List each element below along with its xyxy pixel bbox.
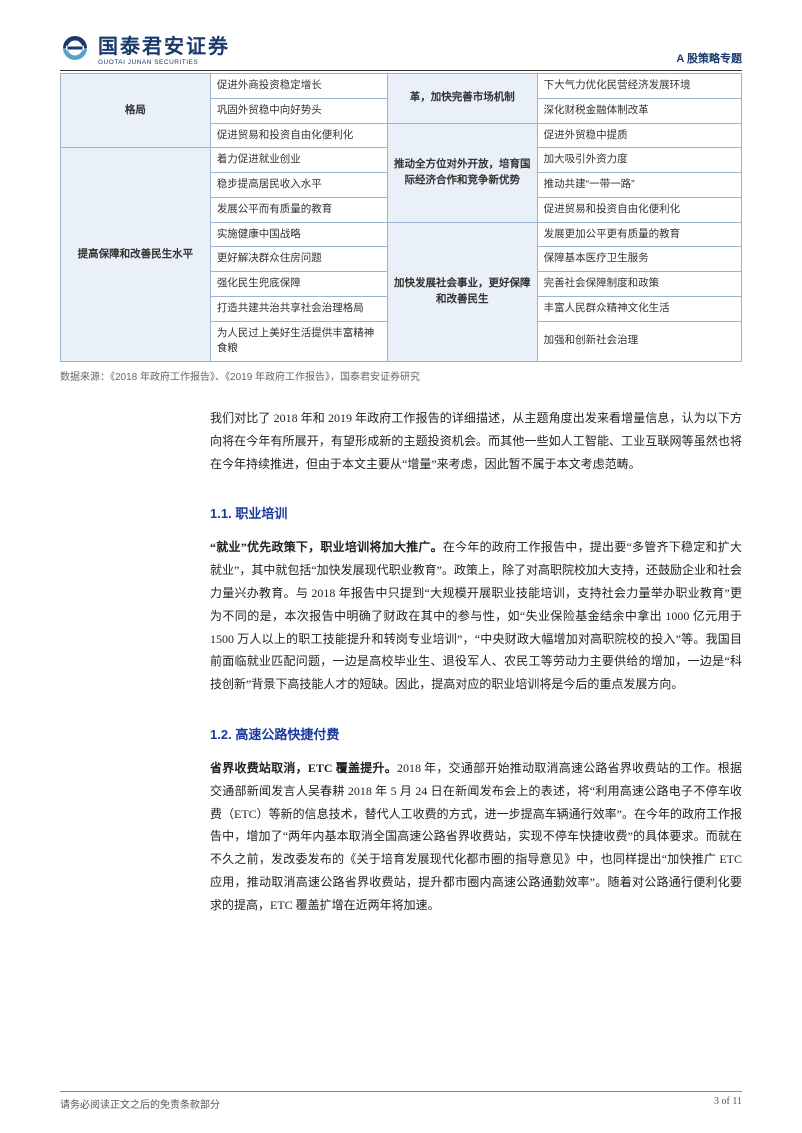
table-cell: 加强和创新社会治理: [537, 321, 741, 362]
table-cat-2019-1: 推动全方位对外开放，培育国际经济合作和竞争新优势: [387, 123, 537, 222]
page-header: 国泰君安证券 GUOTAI JUNAN SECURITIES A 股策略专题: [60, 30, 742, 71]
table-cell: 巩固外贸稳中向好势头: [210, 98, 387, 123]
table-cell: 发展公平而有质量的教育: [210, 197, 387, 222]
table-cat-2019-2: 加快发展社会事业，更好保障和改善民生: [387, 222, 537, 362]
header-topic: A 股策略专题: [676, 50, 742, 66]
footer-disclaimer: 请务必阅读正文之后的免责条款部分: [60, 1096, 220, 1111]
table-cell: 着力促进就业创业: [210, 148, 387, 173]
table-cell: 下大气力优化民营经济发展环境: [537, 74, 741, 99]
section-body-1-2: 省界收费站取消，ETC 覆盖提升。2018 年，交通部开始推动取消高速公路省界收…: [210, 757, 742, 917]
section-heading-1-1: 1.1. 职业培训: [210, 503, 742, 522]
section-text: 2018 年，交通部开始推动取消高速公路省界收费站的工作。根据交通部新闻发言人吴…: [210, 761, 742, 912]
table-cell: 促进贸易和投资自由化便利化: [537, 197, 741, 222]
table-cell: 加大吸引外资力度: [537, 148, 741, 173]
intro-paragraph: 我们对比了 2018 年和 2019 年政府工作报告的详细描述，从主题角度出发来…: [210, 407, 742, 475]
table-cell: 稳步提高居民收入水平: [210, 173, 387, 198]
lead-bold: “就业”优先政策下，职业培训将加大推广。: [210, 540, 443, 554]
table-cell: 丰富人民群众精神文化生活: [537, 296, 741, 321]
table-cell: 实施健康中国战略: [210, 222, 387, 247]
table-cell: 打造共建共治共享社会治理格局: [210, 296, 387, 321]
policy-comparison-table: 格局 促进外商投资稳定增长 革，加快完善市场机制 下大气力优化民营经济发展环境 …: [60, 73, 742, 362]
table-cell: 促进外商投资稳定增长: [210, 74, 387, 99]
table-cell: 强化民生兜底保障: [210, 272, 387, 297]
page-number: 3 of 11: [714, 1096, 742, 1111]
table-cell: 更好解决群众住房问题: [210, 247, 387, 272]
table-cell: 为人民过上美好生活提供丰富精神食粮: [210, 321, 387, 362]
table-source: 数据来源：《2018 年政府工作报告》、《2019 年政府工作报告》，国泰君安证…: [60, 368, 742, 383]
table-cell: 保障基本医疗卫生服务: [537, 247, 741, 272]
table-cell: 促进外贸稳中提质: [537, 123, 741, 148]
section-heading-1-2: 1.2. 高速公路快捷付费: [210, 724, 742, 743]
page-footer: 请务必阅读正文之后的免责条款部分 3 of 11: [60, 1091, 742, 1111]
lead-bold: 省界收费站取消，ETC 覆盖提升。: [210, 761, 397, 775]
table-cat-2018-1: 提高保障和改善民生水平: [61, 148, 211, 362]
table-cell: 促进贸易和投资自由化便利化: [210, 123, 387, 148]
brand-logo: 国泰君安证券 GUOTAI JUNAN SECURITIES: [60, 30, 230, 66]
logo-text-cn: 国泰君安证券: [98, 30, 230, 59]
section-title: 高速公路快捷付费: [235, 727, 339, 742]
table-cell: 推动共建“一带一路”: [537, 173, 741, 198]
logo-icon: [60, 33, 90, 63]
section-number: 1.1.: [210, 506, 232, 521]
table-cell: 完善社会保障制度和政策: [537, 272, 741, 297]
section-text: 在今年的政府工作报告中，提出要“多管齐下稳定和扩大就业”，其中就包括“加快发展现…: [210, 540, 742, 691]
section-title: 职业培训: [235, 506, 287, 521]
table-cat-2019-0: 革，加快完善市场机制: [387, 74, 537, 124]
section-body-1-1: “就业”优先政策下，职业培训将加大推广。在今年的政府工作报告中，提出要“多管齐下…: [210, 536, 742, 696]
section-number: 1.2.: [210, 727, 232, 742]
logo-text-en: GUOTAI JUNAN SECURITIES: [98, 59, 230, 66]
table-cat-2018-0: 格局: [61, 74, 211, 148]
table-cell: 发展更加公平更有质量的教育: [537, 222, 741, 247]
table-cell: 深化财税金融体制改革: [537, 98, 741, 123]
